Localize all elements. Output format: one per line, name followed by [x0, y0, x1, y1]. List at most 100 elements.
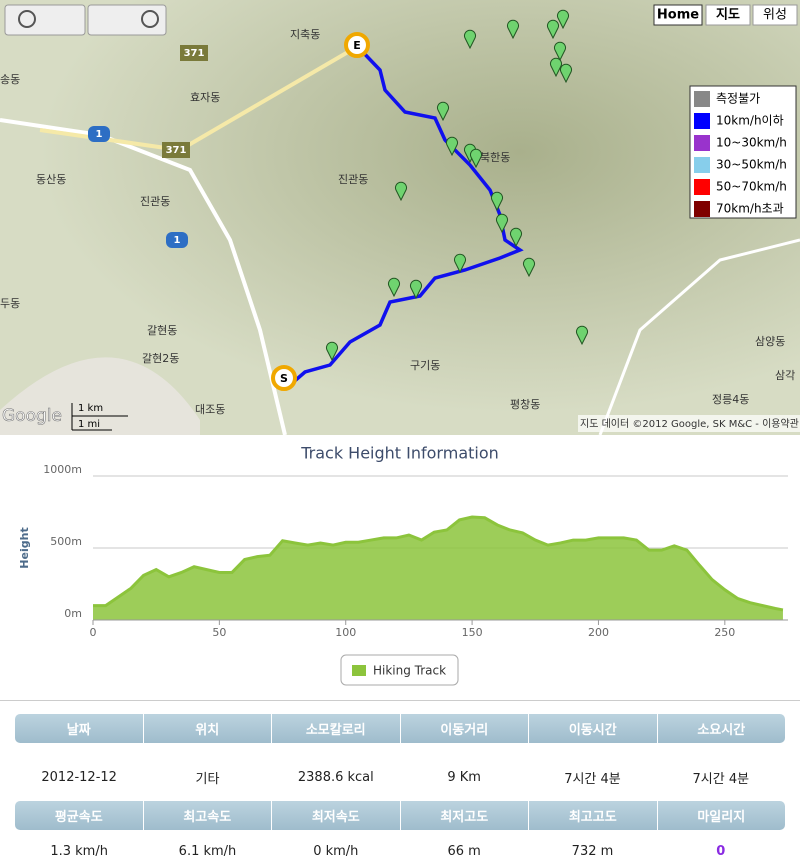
- value-row: 2012-12-12 기타 2388.6 kcal 9 Km 7시간 4분 7시간 4분: [15, 763, 785, 792]
- legend-label: 50~70km/h: [716, 180, 787, 194]
- legend-label: 30~50km/h: [716, 158, 787, 172]
- waypoint-pin: [326, 341, 338, 362]
- start-marker[interactable]: [271, 365, 297, 391]
- button-label: Home: [657, 8, 699, 23]
- zoom-in-button[interactable]: [87, 4, 167, 36]
- road-number: 371: [184, 48, 205, 59]
- road-shield: [88, 126, 110, 142]
- waypoint-pin: [454, 253, 466, 274]
- legend-swatch: [694, 135, 710, 151]
- waypoint-pin: [496, 213, 508, 234]
- value-cell: 0: [716, 844, 726, 859]
- legend-label: 측정불가: [716, 92, 760, 106]
- legend-label: 70km/h초과: [716, 202, 784, 216]
- place-label: 송동: [0, 73, 20, 86]
- scale-bar: [71, 403, 128, 431]
- waypoint-pin: [547, 19, 559, 40]
- value-cell: 732 m: [571, 844, 614, 859]
- end-marker[interactable]: [344, 32, 370, 58]
- place-label: 삼각: [775, 369, 795, 382]
- stats-tables: 날짜 위치 소모칼로리 이동거리 이동시간 소요시간 2012-12-12 기타 2388.6 …: [0, 700, 800, 862]
- header-cell: 이동거리: [401, 714, 529, 743]
- waypoint-pin: [446, 136, 458, 157]
- waypoint-pin: [576, 325, 588, 346]
- value-cell: 9 Km: [447, 770, 481, 785]
- place-label: 삼양동: [755, 335, 785, 348]
- home-button[interactable]: [653, 4, 703, 26]
- area-fill: [93, 517, 783, 620]
- speed-legend: [689, 85, 797, 219]
- header-cell: 마일리지: [697, 810, 746, 825]
- road-number: 1: [174, 235, 181, 246]
- y-tick-label: 0m: [64, 607, 82, 620]
- legend-swatch: [694, 179, 710, 195]
- waypoint-pin: [470, 148, 482, 169]
- place-label: 동산동: [36, 173, 66, 186]
- header-cell: 위치: [144, 714, 272, 743]
- marker-label: E: [353, 39, 361, 52]
- button-label: 지도: [716, 8, 740, 23]
- map-button[interactable]: [705, 4, 751, 26]
- legend-label: 10km/h이하: [716, 114, 784, 128]
- place-label: 두동: [0, 297, 20, 310]
- legend-swatch: [694, 157, 710, 173]
- legend-label: 10~30km/h: [716, 136, 787, 150]
- place-label: 갈현동: [147, 323, 177, 337]
- map: Home 지도 위성 측정불가 10km/h이하 10~30km/h 30~50km/…: [0, 0, 800, 435]
- waypoint-pin: [491, 191, 503, 212]
- y-tick-label: 500m: [50, 535, 82, 548]
- waypoint-pin: [507, 19, 519, 40]
- header-cell: 최고속도: [144, 801, 272, 830]
- place-label: 진관동: [140, 195, 170, 208]
- place-label: 갈현2동: [142, 351, 179, 365]
- place-label: 대조동: [195, 403, 225, 416]
- place-label: 평창동: [510, 398, 540, 411]
- waypoint-pin: [388, 277, 400, 298]
- x-tick-label: 150: [462, 626, 483, 639]
- y-tick-label: 1000m: [43, 463, 82, 476]
- waypoint-pin: [557, 9, 569, 30]
- scale-label: 1 km: [78, 403, 103, 414]
- place-label: 진관동: [338, 173, 368, 186]
- header-cell: 평균속도: [15, 801, 144, 830]
- chart-title: Track Height Information: [300, 444, 499, 463]
- waypoint-pin: [437, 101, 449, 122]
- road-shield: [162, 142, 190, 158]
- header-cell: 최저속도: [272, 801, 401, 830]
- y-axis-label: Height: [18, 527, 31, 568]
- waypoint-pin: [550, 57, 562, 78]
- road-number: 1: [96, 129, 103, 140]
- place-label: 효자동: [190, 91, 220, 104]
- area-line: [93, 515, 784, 612]
- header-cell: 날짜: [15, 714, 144, 743]
- waypoint-pin: [560, 63, 572, 84]
- legend-label: Hiking Track: [373, 664, 446, 678]
- legend-swatch: [694, 201, 710, 217]
- x-tick-label: 200: [588, 626, 609, 639]
- value-cell: 0 km/h: [313, 844, 359, 859]
- x-tick-label: 250: [714, 626, 735, 639]
- header-cell: 소모칼로리: [272, 714, 401, 743]
- value-cell: 기타: [195, 772, 220, 787]
- legend-swatch: [352, 665, 366, 676]
- header-cell: 이동시간: [529, 714, 658, 743]
- zoom-out-button[interactable]: [4, 4, 86, 36]
- x-tick-label: 0: [90, 626, 97, 639]
- x-tick-label: 50: [212, 626, 226, 639]
- road-number: 371: [166, 145, 187, 156]
- value-cell: 6.1 km/h: [178, 844, 237, 859]
- header-row: 날짜 위치 소모칼로리 이동거리 이동시간 소요시간: [15, 714, 785, 743]
- track: [288, 45, 524, 387]
- button-label: 위성: [763, 8, 787, 23]
- place-label: 구기동: [410, 359, 440, 372]
- satellite-button[interactable]: [752, 4, 798, 26]
- urban-area: [0, 357, 200, 435]
- waypoint-pin: [523, 257, 535, 278]
- legend-box[interactable]: [340, 654, 459, 686]
- value-cell: 2388.6 kcal: [297, 770, 374, 785]
- place-label: 정릉4동: [712, 393, 749, 406]
- legend-swatch: [694, 113, 710, 129]
- attribution-bg: [578, 415, 800, 432]
- road-shield: [166, 232, 188, 248]
